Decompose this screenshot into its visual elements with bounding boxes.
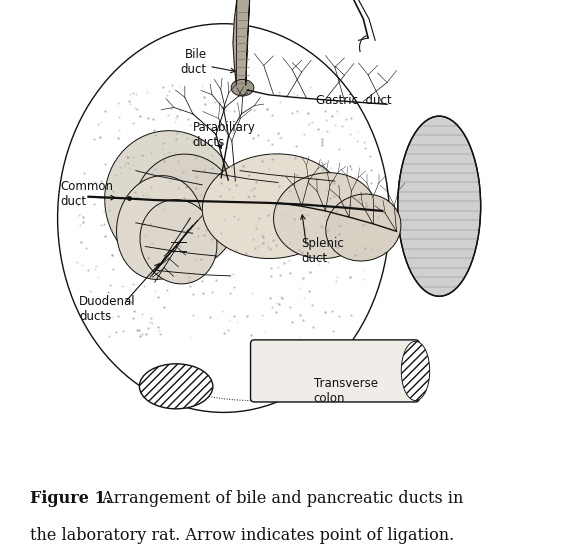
Ellipse shape [274, 173, 377, 259]
Ellipse shape [231, 79, 254, 96]
Text: Common
duct: Common duct [60, 180, 113, 208]
Ellipse shape [325, 194, 401, 261]
Text: Splenic
duct: Splenic duct [302, 237, 344, 265]
Ellipse shape [140, 199, 217, 284]
Text: Parabiliary
ducts: Parabiliary ducts [193, 121, 255, 149]
Text: Duodenal
ducts: Duodenal ducts [79, 295, 136, 323]
Text: Bile
duct: Bile duct [181, 48, 207, 76]
Ellipse shape [139, 364, 213, 409]
Ellipse shape [117, 176, 202, 279]
Ellipse shape [202, 154, 344, 259]
Text: the laboratory rat. Arrow indicates point of ligation.: the laboratory rat. Arrow indicates poin… [30, 527, 454, 544]
Text: Gastric  duct: Gastric duct [316, 94, 392, 107]
FancyBboxPatch shape [251, 340, 419, 402]
Text: Figure 1.: Figure 1. [30, 490, 111, 507]
Ellipse shape [401, 341, 430, 401]
Ellipse shape [398, 116, 481, 296]
Ellipse shape [133, 154, 238, 268]
Text: Transverse
colon: Transverse colon [313, 377, 378, 405]
Ellipse shape [105, 130, 238, 272]
Text: Arrangement of bile and pancreatic ducts in: Arrangement of bile and pancreatic ducts… [97, 490, 463, 507]
Polygon shape [233, 0, 250, 85]
